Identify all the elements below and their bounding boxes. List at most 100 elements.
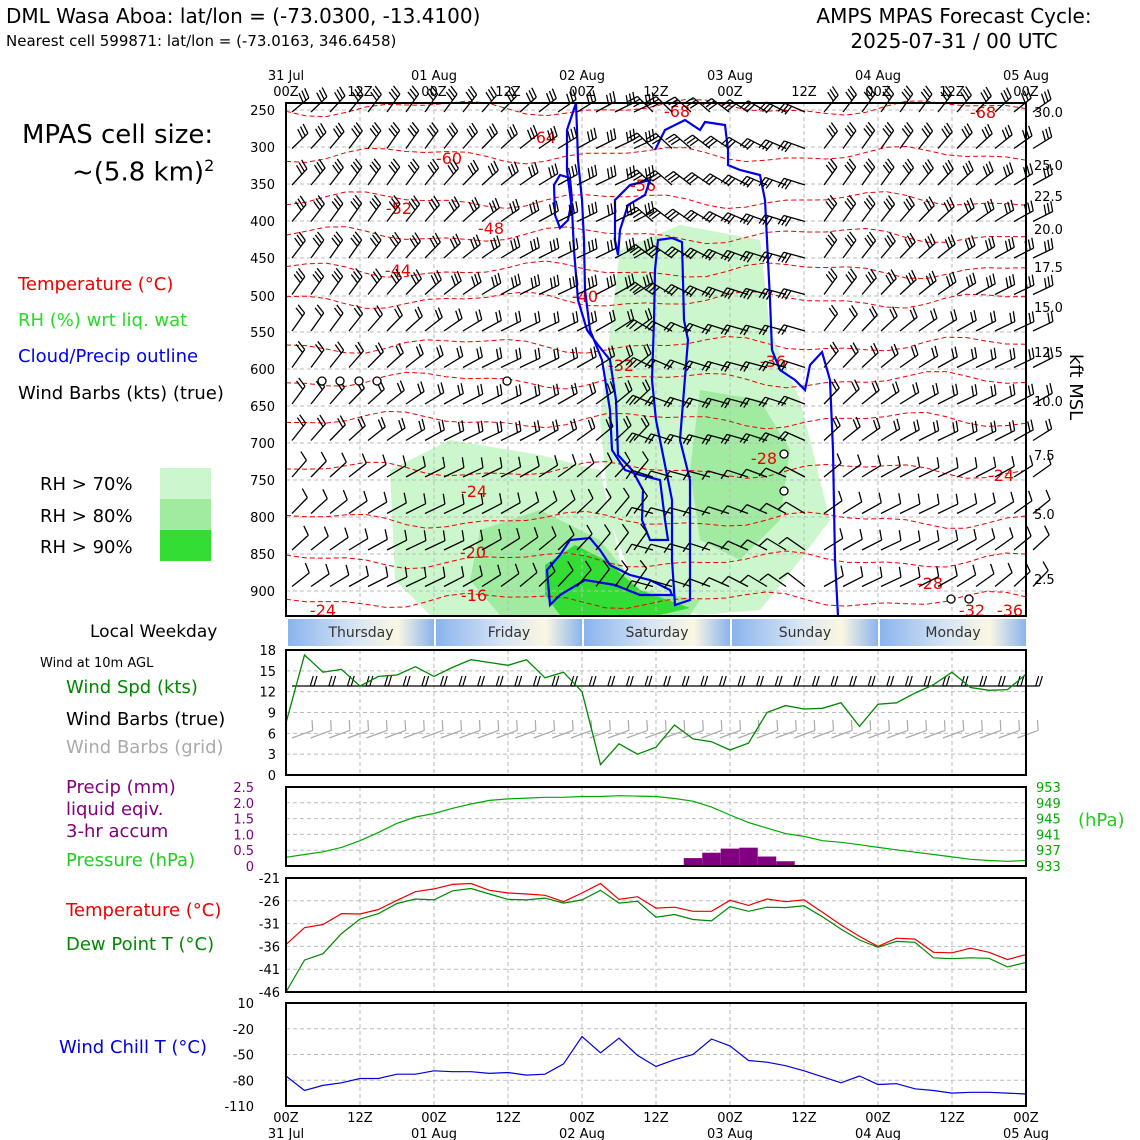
cell-size-label: MPAS cell size: — [22, 120, 214, 150]
bottom-time-tick-date: 31 Jul — [268, 1127, 304, 1140]
wind-barb — [532, 124, 538, 136]
bottom-time-tick-hour: 00Z — [569, 1111, 595, 1126]
wind-barb — [432, 158, 440, 169]
wind-barb — [375, 344, 382, 355]
wind-barb — [448, 201, 455, 212]
pressure-tick-label: 450 — [250, 252, 275, 267]
grid-wind-barb — [516, 720, 518, 731]
wind-barb — [320, 451, 327, 462]
wind-barb — [670, 212, 680, 221]
wind-barb — [784, 143, 792, 153]
wind-barb — [590, 417, 596, 428]
wind-barb — [355, 122, 363, 132]
wind-barb — [457, 421, 461, 433]
wind-barb — [727, 289, 735, 300]
time-tick-hour: 00Z — [273, 85, 299, 100]
wind-barb — [825, 274, 834, 284]
wind-barb — [720, 174, 729, 184]
wind-barb — [701, 541, 709, 551]
wind-barb — [318, 89, 325, 100]
wind-barb — [297, 304, 306, 314]
wind-barb — [1004, 127, 1010, 138]
wind-barb — [929, 310, 935, 321]
wind-barb — [628, 344, 634, 355]
wind-barb — [947, 236, 953, 247]
wind-barb — [377, 342, 384, 353]
wind-barb — [353, 271, 361, 281]
wind-barb — [686, 286, 694, 296]
grid-wind-barb — [497, 720, 500, 731]
wind-barb — [682, 397, 690, 408]
wind-barb — [528, 166, 533, 177]
wind-barb — [865, 124, 874, 134]
surface-wind-barb — [309, 675, 314, 687]
wind-barb — [644, 310, 650, 321]
wind-barb — [468, 125, 476, 136]
wind-barb — [889, 308, 896, 319]
wind-barb — [505, 92, 512, 102]
wind-barb — [829, 231, 838, 241]
wind-barb — [499, 347, 503, 358]
wind-barb — [911, 269, 917, 280]
wind-barb — [778, 572, 789, 580]
wind-barb — [586, 131, 591, 142]
wind-barb — [529, 127, 535, 138]
wind-barb — [316, 267, 325, 277]
wind-barb — [301, 90, 307, 101]
surface-wind-barb — [421, 675, 426, 687]
wind-barb — [743, 434, 751, 444]
grid-wind-barb — [906, 720, 909, 731]
wind-barb — [1046, 384, 1050, 396]
wind-barb — [519, 501, 539, 515]
wind-barb — [948, 273, 954, 285]
wind-barb — [467, 165, 474, 175]
wind-barb — [905, 274, 912, 285]
surface-wind-barb — [536, 675, 541, 687]
wind-barb — [302, 123, 309, 134]
wind-barb — [650, 470, 673, 478]
wind-barb — [448, 125, 456, 135]
wind-barb — [839, 528, 844, 539]
wind-barb — [621, 523, 629, 533]
surface-wind-barb — [890, 675, 895, 687]
wind-barb — [971, 385, 975, 397]
temperature-line — [285, 882, 1027, 961]
wind-barb — [551, 165, 556, 176]
wind-barb — [333, 198, 342, 208]
wind-barb — [480, 457, 484, 468]
wind-barb — [535, 199, 540, 211]
wind-barb — [518, 384, 522, 395]
wind-barb — [902, 164, 910, 174]
wind-barb — [943, 201, 950, 212]
wind-barb — [686, 435, 693, 445]
grid-wind-barb — [366, 729, 388, 739]
wind-speed-tick: 12 — [259, 686, 276, 701]
wind-barb — [1006, 87, 1012, 98]
wind-barb — [641, 451, 649, 461]
wind-barb — [325, 563, 330, 575]
wind-barb — [354, 194, 363, 204]
wind-barb — [825, 237, 833, 247]
surface-wind-barb — [592, 675, 597, 687]
wind-barb — [471, 276, 476, 287]
wind-barb — [965, 276, 970, 288]
wind-barb — [705, 287, 713, 297]
wind-barb — [781, 397, 789, 407]
wind-barb — [708, 577, 730, 588]
wind-barb — [686, 211, 695, 220]
wind-barb — [905, 198, 913, 208]
legend-rh90: RH > 90% — [40, 537, 133, 558]
windchill-frame — [285, 1002, 1027, 1107]
wind-barbs-grid-label: Wind Barbs (grid) — [66, 737, 224, 758]
wind-barb — [1008, 421, 1012, 433]
surface-wind-barb — [425, 675, 430, 687]
wind-barb — [390, 124, 398, 134]
wind-barb — [989, 312, 993, 323]
wind-barb — [574, 164, 578, 175]
wind-barb — [535, 491, 540, 502]
time-tick-date: 04 Aug — [855, 69, 901, 84]
surface-wind-barb — [495, 675, 500, 687]
wind-barb — [908, 195, 915, 206]
grid-wind-barb — [702, 720, 704, 731]
